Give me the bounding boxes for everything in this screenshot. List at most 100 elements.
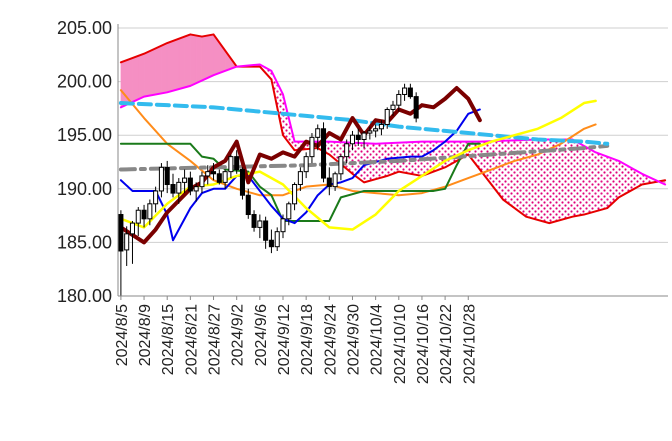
candle-body-0: [118, 214, 124, 252]
cloud-segment-72: [537, 139, 544, 222]
axes: 180.00 185.00 190.00 195.00 200.00 205.00 2024…: [57, 18, 668, 384]
cloud-segment-11: [184, 34, 191, 88]
candle-16: [211, 163, 217, 181]
cloud-segment-77: [566, 139, 573, 219]
cloud-segment-8: [166, 40, 174, 93]
candle-44: [373, 124, 379, 138]
cloud-segment-12: [190, 34, 197, 87]
xtick-label-11: 2024/10/4: [369, 304, 386, 375]
candle-34: [315, 124, 321, 151]
candle-body-20: [234, 156, 240, 171]
candle-20: [234, 150, 240, 174]
candle-18: [222, 169, 228, 189]
candle-body-35: [321, 128, 327, 179]
cloud-segment-15: [207, 34, 214, 79]
cloud-segment-79: [578, 142, 585, 216]
candle-28: [280, 214, 286, 239]
candle-9: [170, 173, 176, 198]
candle-47: [390, 100, 396, 116]
candle-body-14: [199, 175, 205, 188]
cloud-segment-5: [149, 47, 156, 96]
candle-body-36: [326, 177, 332, 188]
cloud-segment-65: [497, 140, 503, 200]
candle-body-50: [407, 87, 413, 98]
cloud-segment-73: [543, 139, 550, 224]
xtick-label-8: 2024/9/18: [299, 304, 316, 375]
candle-body-39: [344, 143, 350, 158]
candle-7: [158, 163, 164, 198]
candle-body-45: [378, 123, 384, 130]
candle-2: [129, 220, 136, 264]
cloud-segment-76: [560, 139, 567, 220]
series-line-span-a: [119, 33, 667, 225]
candle-body-4: [141, 209, 147, 220]
cloud-segment-87: [624, 164, 631, 195]
candle-body-17: [216, 173, 222, 183]
candle-8: [164, 160, 170, 194]
candle-body-2: [129, 222, 136, 235]
candle-19: [228, 154, 234, 179]
candle-body-38: [338, 156, 344, 175]
candle-body-29: [286, 203, 292, 220]
cloud-segment-66: [503, 140, 509, 204]
candle-12: [187, 171, 193, 196]
cloud-segment-74: [549, 139, 556, 224]
candle-body-15: [205, 171, 211, 177]
candle-body-27: [274, 231, 280, 248]
cloud-segment-67: [508, 140, 515, 209]
cloud-segment-7: [161, 42, 168, 94]
ytick-label-0: 180.00: [57, 286, 112, 306]
candle-33: [309, 133, 315, 164]
cloud-segment-82: [595, 152, 602, 212]
candle-body-10: [176, 181, 182, 194]
xtick-label-1: 2024/8/9: [137, 304, 154, 366]
candle-4: [141, 204, 147, 228]
candle-body-34: [315, 128, 321, 138]
cloud-segment-3: [138, 53, 145, 100]
candle-body-6: [153, 190, 159, 205]
candle-body-30: [292, 184, 298, 205]
candle-body-25: [263, 220, 269, 241]
candle-17: [216, 169, 222, 185]
candle-42: [361, 130, 367, 149]
cloud-segment-6: [155, 45, 162, 95]
candle-body-31: [297, 171, 303, 186]
candle-25: [263, 216, 269, 249]
candle-0: [118, 210, 124, 296]
series-line-tenkan: [119, 108, 481, 242]
xtick-label-15: 2024/10/28: [461, 304, 478, 384]
cloud-segment-9: [172, 38, 180, 92]
cloud-segment-4: [143, 50, 151, 97]
ytick-label-4: 200.00: [57, 72, 112, 92]
candle-13: [193, 182, 199, 202]
cloud-segment-2: [132, 55, 139, 103]
series-line-ma-mid: [119, 89, 597, 197]
xtick-label-13: 2024/10/16: [415, 304, 432, 384]
cloud-segment-71: [531, 139, 538, 220]
xtick-label-4: 2024/8/27: [207, 304, 224, 375]
xtick-label-14: 2024/10/22: [438, 304, 455, 384]
candle-body-49: [402, 87, 408, 95]
candle-36: [326, 167, 332, 196]
candle-body-5: [147, 203, 153, 220]
candle-body-21: [239, 169, 246, 196]
candle-39: [344, 139, 350, 164]
xtick-label-7: 2024/9/12: [276, 304, 293, 375]
candle-35: [321, 122, 327, 183]
candle-body-48: [396, 93, 402, 106]
candle-body-18: [222, 171, 228, 183]
candle-body-1: [124, 233, 130, 251]
candle-31: [297, 167, 303, 191]
candle-14: [199, 171, 205, 194]
candle-body-37: [332, 173, 338, 188]
candle-10: [176, 178, 182, 204]
cloud-segment-78: [572, 139, 579, 217]
candle-24: [257, 214, 263, 239]
candle-45: [378, 120, 384, 136]
cloud-segment-28: [283, 94, 289, 143]
candle-body-3: [135, 209, 141, 224]
candle-5: [147, 199, 153, 226]
candle-23: [251, 210, 257, 232]
ytick-label-3: 195.00: [57, 125, 112, 145]
